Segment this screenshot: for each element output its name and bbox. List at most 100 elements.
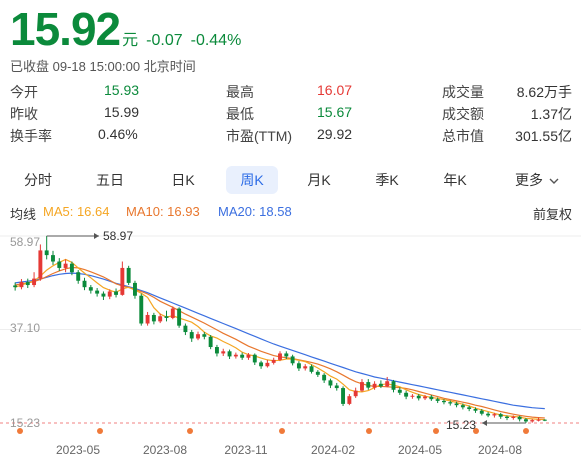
ma20-line <box>15 272 545 410</box>
x-label: 2024-05 <box>398 443 442 457</box>
candle <box>360 379 364 392</box>
candle <box>542 419 547 422</box>
candle <box>410 394 415 399</box>
candle <box>498 412 503 419</box>
candle <box>126 265 131 286</box>
candle <box>76 270 81 284</box>
candle <box>347 394 352 406</box>
tab-five-day[interactable]: 五日 <box>96 172 124 188</box>
x-label: 2023-05 <box>56 443 100 457</box>
pe-label: 市盈(TTM) <box>226 128 293 144</box>
price-change-pct: -0.44% <box>190 32 242 49</box>
candle <box>505 415 509 421</box>
candle <box>517 415 522 422</box>
candle <box>366 379 371 390</box>
candle <box>196 331 200 341</box>
candle <box>44 236 49 260</box>
candle <box>51 250 55 265</box>
tab-monthly-k[interactable]: 月K <box>307 172 331 188</box>
candle <box>120 261 125 296</box>
tab-weekly-k[interactable]: 周K <box>226 166 278 194</box>
event-dot[interactable] <box>187 428 193 434</box>
x-label: 2024-08 <box>478 443 522 457</box>
event-dot[interactable] <box>473 428 479 434</box>
candle <box>385 376 390 388</box>
candle <box>309 364 314 374</box>
candle <box>423 394 427 401</box>
quote-header: 15.92 元 -0.07 -0.44% <box>10 6 241 52</box>
current-price: 15.92 <box>10 3 121 55</box>
candle <box>479 409 484 416</box>
legend-ma20: MA20: 18.58 <box>218 204 292 219</box>
candle <box>107 289 112 300</box>
event-dot[interactable] <box>523 428 529 434</box>
y-label-top: 58.97 <box>10 235 40 249</box>
candle <box>341 386 346 407</box>
candle <box>233 352 238 359</box>
candle <box>214 344 219 357</box>
candle <box>25 278 30 289</box>
volume-value: 8.62万手 <box>516 84 572 100</box>
candle <box>404 390 409 400</box>
candle <box>322 373 327 383</box>
candle <box>95 288 100 297</box>
event-dot[interactable] <box>433 428 439 434</box>
candle <box>32 272 37 288</box>
event-dot[interactable] <box>366 428 372 434</box>
candle <box>63 259 68 273</box>
tab-more[interactable]: 更多 <box>506 166 568 194</box>
candle <box>290 354 295 366</box>
candle <box>372 381 377 390</box>
adjust-toggle[interactable]: 前复权 <box>532 207 572 222</box>
candle <box>397 387 402 395</box>
legend-ma5: MA5: 16.64 <box>43 204 110 219</box>
candle <box>202 332 207 340</box>
candle <box>353 387 358 398</box>
candle <box>530 418 535 423</box>
candle <box>315 370 320 377</box>
mcap-value: 301.55亿 <box>515 128 572 144</box>
turnover-value: 0.46% <box>98 126 138 142</box>
candle <box>13 282 18 291</box>
candle <box>454 401 459 408</box>
x-label: 2023-11 <box>224 443 267 457</box>
candle <box>145 311 150 326</box>
period-tabs: 分时 五日 日K 周K 月K 季K 年K 更多 <box>10 166 570 194</box>
tab-quarterly-k[interactable]: 季K <box>375 172 399 188</box>
event-dot[interactable] <box>279 428 285 434</box>
prev-close-label: 昨收 <box>10 106 38 122</box>
legend-title: 均线 <box>10 207 37 222</box>
stats-row: 换手率 0.46% 市盈(TTM) 29.92 总市值 301.55亿 <box>10 126 572 148</box>
tab-daily-k[interactable]: 日K <box>171 172 195 188</box>
low-label: 最低 <box>226 106 254 122</box>
event-dot[interactable] <box>17 428 23 434</box>
x-label: 2024-02 <box>311 443 355 457</box>
tab-more-label: 更多 <box>515 172 544 188</box>
event-dot[interactable] <box>97 428 103 434</box>
weekly-k-chart[interactable]: 58.97 37.10 15.23 2023-05 2023-08 2023-1… <box>0 228 581 466</box>
candle <box>467 405 472 412</box>
candle <box>265 359 270 368</box>
turnover-label: 换手率 <box>10 128 52 144</box>
candle <box>391 379 396 393</box>
candle <box>536 417 541 422</box>
candle <box>69 261 74 276</box>
price-change: -0.07 <box>146 32 183 49</box>
candle <box>284 351 289 359</box>
tab-yearly-k[interactable]: 年K <box>443 172 467 188</box>
candle <box>296 361 301 371</box>
candle <box>82 277 87 291</box>
arrow-right-icon <box>94 233 99 239</box>
candle <box>303 364 308 371</box>
mcap-label: 总市值 <box>442 128 484 144</box>
candle <box>252 353 257 365</box>
candle <box>246 353 251 360</box>
candle <box>511 415 516 420</box>
open-value: 15.93 <box>104 82 140 98</box>
y-label-bottom: 15.23 <box>10 416 40 430</box>
tab-intraday[interactable]: 分时 <box>24 172 52 188</box>
candle <box>435 397 440 404</box>
candle <box>227 349 232 359</box>
stats-row: 今开 15.93 最高 16.07 成交量 8.62万手 <box>10 82 572 104</box>
stats-grid: 今开 15.93 最高 16.07 成交量 8.62万手 昨收 15.99 最低… <box>10 82 572 148</box>
